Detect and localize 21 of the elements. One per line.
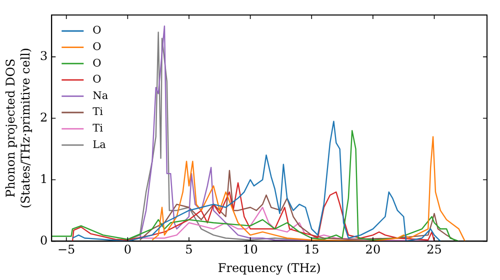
y-axis-title: Phonon projected DOS (States/THz·primitive cell) — [4, 48, 33, 208]
y-tick-label: 0 — [40, 233, 48, 248]
legend-label: O — [92, 41, 102, 54]
legend-label: O — [92, 24, 102, 37]
x-tick-label: −5 — [58, 242, 76, 257]
y-tick-label: 2 — [40, 110, 48, 124]
x-tick-label: 5 — [185, 242, 193, 257]
legend-label: La — [92, 138, 106, 151]
x-tick-label: 15 — [304, 242, 320, 257]
x-tick-label: 10 — [242, 242, 258, 257]
y-tick-label: 3 — [40, 48, 48, 63]
legend-label: Ti — [92, 106, 104, 118]
legend-label: Ti — [92, 122, 104, 135]
legend-label: O — [92, 74, 102, 86]
x-axis-title: Frequency (THz) — [218, 260, 321, 275]
x-tick-label: 0 — [124, 242, 132, 257]
y-tick-label: 1 — [40, 172, 48, 186]
legend-label: Na — [92, 90, 108, 102]
x-tick-label: 25 — [426, 242, 442, 257]
legend-label: O — [92, 57, 102, 70]
x-tick-label: 20 — [365, 242, 381, 257]
